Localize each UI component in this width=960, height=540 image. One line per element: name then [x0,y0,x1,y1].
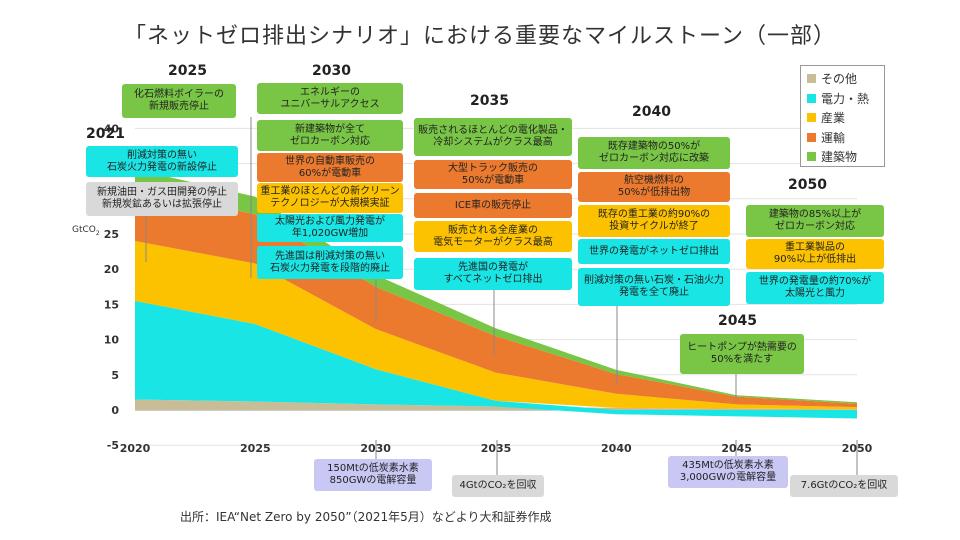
year-label-2040: 2040 [632,104,671,120]
y-tick-label: -5 [107,439,119,452]
milestone-2040-investment-cycle: 既存の重工業の約90%の 投資サイクルが終了 [578,205,730,237]
y-tick-label: 5 [111,369,119,382]
milestone-2040-retrofits: 既存建築物の50%が ゼロカーボン対応に改築 [578,137,730,169]
y-tick-label: 25 [104,228,119,241]
note-2050-co2-capture: 7.6GtのCO₂を回収 [790,475,898,497]
x-tick-label: 2020 [120,442,151,455]
milestone-2030-zero-carbon-buildings: 新建築物が全て ゼロカーボン対応 [257,120,403,151]
legend-item-other: その他 [807,69,878,89]
milestone-2050-heavy-industry: 重工業製品の 90%以上が低排出 [746,239,884,269]
y-tick-label: 15 [104,298,119,311]
milestone-2035-appliances: 販売されるほとんどの電化製品・ 冷却システムがクラス最高 [414,118,572,156]
legend-swatch-industry [807,113,816,123]
area-industry [135,241,857,410]
legend-item-power: 電力・熱 [807,89,878,109]
milestone-2030-clean-tech: 重工業のほとんどの新クリーン テクノロジーが大規模実証 [257,183,403,213]
milestone-2030-solar-wind: 太陽光および風力発電が 年1,020GW増加 [257,214,403,242]
legend-label-buildings: 建築物 [821,150,858,165]
source-note: 出所：IEA“Net Zero by 2050”（2021年5月）などより大和証… [180,510,552,524]
area-other [135,399,857,410]
legend-label-power: 電力・熱 [821,91,870,106]
x-tick-label: 2050 [842,442,873,455]
legend: その他 電力・熱 産業 運輸 建築物 [800,65,885,167]
x-tick-label: 2025 [240,442,271,455]
milestone-2050-solar-wind-share: 世界の発電量の約70%が 太陽光と風力 [746,272,884,304]
note-2030-hydrogen: 150Mtの低炭素水素 850GWの電解容量 [314,459,432,491]
note-2045-hydrogen: 435Mtの低炭素水素 3,000GWの電解容量 [668,456,788,488]
milestone-2040-coal-oil-phaseout: 削減対策の無い石炭・石油火力 発電を全て廃止 [578,268,730,306]
year-label-2030: 2030 [312,63,351,79]
milestone-2050-buildings: 建築物の85%以上が ゼロカーボン対応 [746,205,884,237]
legend-swatch-buildings [807,152,816,162]
note-2035-co2-capture: 4GtのCO₂を回収 [452,475,544,497]
year-label-2035: 2035 [470,93,509,109]
milestone-2035-heavy-trucks: 大型トラック販売の 50%が電動車 [414,160,572,189]
legend-label-transport: 運輸 [821,130,846,145]
page-title: 「ネットゼロ排出シナリオ」における重要なマイルストーン（一部） [124,24,836,49]
milestone-2035-motors: 販売される全産業の 電気モーターがクラス最高 [414,221,572,252]
x-tick-label: 2040 [601,442,632,455]
milestone-2030-universal-access: エネルギーの ユニバーサルアクセス [257,83,403,114]
legend-label-other: その他 [821,72,858,87]
y-tick-label: 0 [111,404,119,417]
milestone-2021-coal-new-build: 削減対策の無い 石炭火力発電の新設停止 [86,146,238,177]
milestone-2030-ev-sales: 世界の自動車販売の 60%が電動車 [257,153,403,182]
milestone-2040-global-power: 世界の発電がネットゼロ排出 [578,239,730,264]
milestone-2030-coal-phaseout: 先進国は削減対策の無い 石炭火力発電を段階的廃止 [257,246,403,279]
legend-item-transport: 運輸 [807,128,878,148]
year-label-2021: 2021 [86,126,125,142]
legend-label-industry: 産業 [821,111,846,126]
connector-lines [145,117,858,475]
year-label-2025: 2025 [168,63,207,79]
y-tick-label: 40 [104,122,120,135]
y-tick-label: 10 [104,334,120,347]
year-label-2050: 2050 [788,177,827,193]
milestone-2021-oil-gas-halt: 新規油田・ガス田開発の停止 新規炭鉱あるいは拡張停止 [86,182,238,216]
legend-swatch-power [807,93,816,103]
x-tick-label: 2045 [721,442,752,455]
legend-item-buildings: 建築物 [807,147,878,167]
legend-item-industry: 産業 [807,108,878,128]
legend-swatch-other [807,74,816,84]
legend-swatch-transport [807,132,816,142]
x-axis: 2020 2025 2030 2035 2040 2045 2050 [120,442,873,455]
y-axis-unit: GtCO2 [72,225,100,237]
milestone-2045-heat-pumps: ヒートポンプが熱需要の 50%を満たす [680,334,804,374]
area-power-heat [135,300,857,419]
milestone-2040-aviation-fuel: 航空機燃料の 50%が低排出物 [578,172,730,202]
milestone-2035-ice-ban: ICE車の販売停止 [414,193,572,218]
year-label-2045: 2045 [718,313,757,329]
x-tick-label: 2035 [481,442,512,455]
y-tick-label: 20 [104,263,120,276]
x-tick-label: 2030 [360,442,391,455]
milestone-2035-netzero-power: 先進国の発電が すべてネットゼロ排出 [414,258,572,290]
milestone-2025-fossil-boilers: 化石燃料ボイラーの 新規販売停止 [122,84,236,118]
